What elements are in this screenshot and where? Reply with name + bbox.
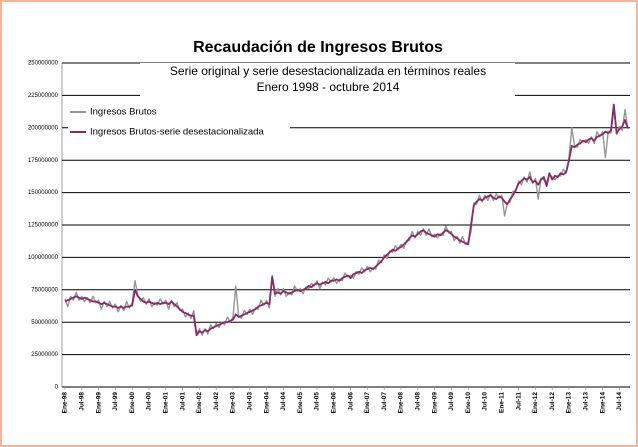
y-tick-label: 100000000 xyxy=(28,255,59,261)
x-tick-label: Ene-13 xyxy=(566,392,573,414)
legend-label: Ingresos Brutos-serie desestacionalizada xyxy=(90,127,264,138)
chart-subtitle: Enero 1998 - octubre 2014 xyxy=(257,80,400,94)
x-tick-label: Ene-04 xyxy=(263,392,270,414)
chart-subtitle: Serie original y serie desestacionalizad… xyxy=(170,64,486,78)
y-tick-label: 25000000 xyxy=(31,352,58,358)
y-tick-label: 150000000 xyxy=(28,190,59,196)
x-tick-label: Jul-09 xyxy=(448,392,455,411)
x-tick-label: Jul-06 xyxy=(347,392,354,411)
x-tick-label: Ene-05 xyxy=(297,392,304,414)
x-tick-label: Ene-10 xyxy=(465,392,472,414)
x-tick-label: Jul-08 xyxy=(415,392,422,411)
lines xyxy=(64,103,629,337)
y-tick-label: 225000000 xyxy=(28,93,59,99)
x-tick-label: Ene-08 xyxy=(398,392,405,414)
y-tick-label: 50000000 xyxy=(31,320,58,326)
x-tick-label: Ene-03 xyxy=(230,392,237,414)
x-tick-label: Jul-10 xyxy=(482,392,489,411)
x-tick-label: Ene-00 xyxy=(129,392,136,414)
legend-label: Ingresos Brutos xyxy=(90,107,157,118)
y-tick-label: 125000000 xyxy=(28,223,59,229)
x-tick-label: Ene-06 xyxy=(331,392,338,414)
y-tick-label: 0 xyxy=(55,385,59,391)
x-tick-label: Jul-01 xyxy=(179,392,186,411)
x-tick-label: Jul-13 xyxy=(583,392,590,411)
y-tick-label: 200000000 xyxy=(28,125,59,131)
grid: 0 25000000 50000000 75000000 100000000 125000… xyxy=(28,61,630,414)
x-tick-label: Ene-02 xyxy=(196,392,203,414)
x-tick-label: Jul-12 xyxy=(549,392,556,411)
x-tick-label: Jul-04 xyxy=(280,392,287,411)
y-tick-label: 75000000 xyxy=(31,287,58,293)
y-tick-label: 250000000 xyxy=(28,61,59,67)
x-tick-label: Jul-02 xyxy=(213,392,220,411)
x-tick-label: Ene-98 xyxy=(62,392,69,414)
x-tick-label: Ene-99 xyxy=(95,392,102,414)
x-tick-label: Ene-01 xyxy=(163,392,170,414)
x-tick-label: Ene-09 xyxy=(431,392,438,414)
x-tick-label: Jul-14 xyxy=(616,392,623,411)
x-tick-label: Jul-05 xyxy=(314,392,321,411)
chart-title: Recaudación de Ingresos Brutos xyxy=(193,39,443,56)
legend-background xyxy=(68,102,290,144)
x-tick-label: Jul-00 xyxy=(146,392,153,411)
series-line xyxy=(64,103,629,337)
subtitle-background xyxy=(140,63,515,97)
x-tick-label: Jul-99 xyxy=(112,392,119,411)
y-tick-label: 175000000 xyxy=(28,158,59,164)
x-tick-label: Ene-07 xyxy=(364,392,371,414)
x-tick-label: Jul-03 xyxy=(247,392,254,411)
x-tick-label: Jul-11 xyxy=(515,392,522,411)
x-tick-label: Jul-07 xyxy=(381,392,388,411)
legend: Ingresos Brutos Ingresos Brutos-serie des… xyxy=(68,102,290,144)
x-tick-label: Jul-98 xyxy=(79,392,86,411)
x-tick-label: Ene-11 xyxy=(499,392,506,413)
x-tick-label: Ene-14 xyxy=(599,392,606,414)
x-tick-label: Ene-12 xyxy=(532,392,539,414)
